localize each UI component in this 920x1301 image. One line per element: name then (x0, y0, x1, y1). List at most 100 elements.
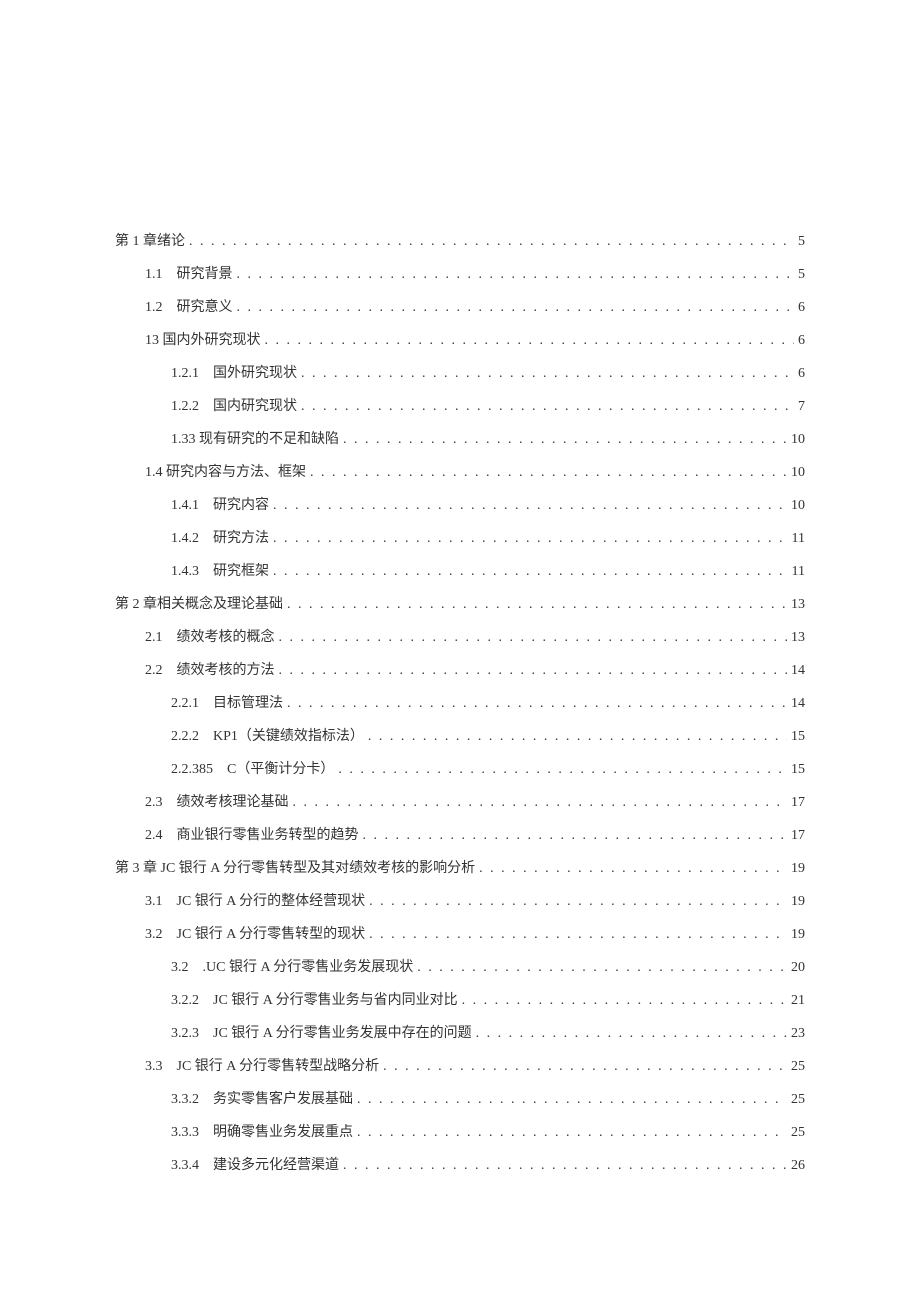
toc-entry: 1.4.1 研究内容. . . . . . . . . . . . . . . … (115, 494, 805, 514)
toc-entry: 3.3.3 明确零售业务发展重点. . . . . . . . . . . . … (115, 1121, 805, 1141)
toc-entry-page: 5 (798, 234, 805, 250)
toc-entry-page: 14 (791, 663, 805, 679)
toc-entry-label: 3.1 JC 银行 A 分行的整体经营现状 (145, 890, 365, 910)
toc-entry-page: 21 (791, 993, 805, 1009)
toc-entry-label: 1.2.2 国内研究现状 (171, 395, 297, 415)
toc-entry-label: 2.2.1 目标管理法 (171, 692, 283, 712)
toc-leader-dots: . . . . . . . . . . . . . . . . . . . . … (189, 234, 794, 250)
toc-entry: 2.3 绩效考核理论基础. . . . . . . . . . . . . . … (115, 791, 805, 811)
toc-entry-page: 15 (791, 729, 805, 745)
toc-entry-page: 11 (792, 531, 805, 547)
toc-leader-dots: . . . . . . . . . . . . . . . . . . . . … (369, 894, 787, 910)
toc-entry: 2.2.1 目标管理法. . . . . . . . . . . . . . .… (115, 692, 805, 712)
toc-entry-label: 2.2 绩效考核的方法 (145, 659, 275, 679)
toc-entry-label: 3.2 JC 银行 A 分行零售转型的现状 (145, 923, 365, 943)
toc-entry: 2.1 绩效考核的概念. . . . . . . . . . . . . . .… (115, 626, 805, 646)
toc-leader-dots: . . . . . . . . . . . . . . . . . . . . … (368, 729, 787, 745)
toc-entry-label: 1.4.3 研究框架 (171, 560, 269, 580)
toc-entry-page: 5 (798, 267, 805, 283)
toc-entry-label: 2.1 绩效考核的概念 (145, 626, 275, 646)
toc-entry-label: 2.2.385 C（平衡计分卡） (171, 758, 334, 778)
toc-entry-label: 1.4.1 研究内容 (171, 494, 269, 514)
toc-entry-page: 25 (791, 1125, 805, 1141)
toc-entry-label: 3.2 .UC 银行 A 分行零售业务发展现状 (171, 956, 413, 976)
toc-entry-page: 6 (798, 366, 805, 382)
toc-entry-page: 14 (791, 696, 805, 712)
toc-entry-page: 13 (791, 630, 805, 646)
toc-leader-dots: . . . . . . . . . . . . . . . . . . . . … (301, 399, 794, 415)
toc-leader-dots: . . . . . . . . . . . . . . . . . . . . … (310, 465, 787, 481)
toc-entry: 3.3 JC 银行 A 分行零售转型战略分析. . . . . . . . . … (115, 1055, 805, 1075)
toc-entry: 1.4 研究内容与方法、框架. . . . . . . . . . . . . … (115, 461, 805, 481)
toc-entry: 第 1 章绪论. . . . . . . . . . . . . . . . .… (115, 230, 805, 250)
toc-entry-page: 17 (791, 795, 805, 811)
toc-entry: 2.4 商业银行零售业务转型的趋势. . . . . . . . . . . .… (115, 824, 805, 844)
toc-entry-label: 2.3 绩效考核理论基础 (145, 791, 289, 811)
toc-leader-dots: . . . . . . . . . . . . . . . . . . . . … (383, 1059, 787, 1075)
toc-entry: 1.4.3 研究框架. . . . . . . . . . . . . . . … (115, 560, 805, 580)
toc-entry: 3.3.2 务实零售客户发展基础. . . . . . . . . . . . … (115, 1088, 805, 1108)
toc-entry-page: 13 (791, 597, 805, 613)
toc-leader-dots: . . . . . . . . . . . . . . . . . . . . … (357, 1092, 787, 1108)
toc-entry: 3.2 .UC 银行 A 分行零售业务发展现状. . . . . . . . .… (115, 956, 805, 976)
toc-entry-label: 3.2.2 JC 银行 A 分行零售业务与省内同业对比 (171, 989, 458, 1009)
toc-entry: 3.2 JC 银行 A 分行零售转型的现状. . . . . . . . . .… (115, 923, 805, 943)
toc-leader-dots: . . . . . . . . . . . . . . . . . . . . … (476, 1026, 787, 1042)
toc-entry: 3.3.4 建设多元化经营渠道. . . . . . . . . . . . .… (115, 1154, 805, 1174)
toc-leader-dots: . . . . . . . . . . . . . . . . . . . . … (462, 993, 787, 1009)
toc-leader-dots: . . . . . . . . . . . . . . . . . . . . … (293, 795, 788, 811)
toc-entry-page: 6 (798, 300, 805, 316)
toc-leader-dots: . . . . . . . . . . . . . . . . . . . . … (287, 696, 787, 712)
toc-entry-label: 1.4.2 研究方法 (171, 527, 269, 547)
toc-entry-page: 19 (791, 861, 805, 877)
toc-entry-page: 10 (791, 498, 805, 514)
toc-entry-page: 11 (792, 564, 805, 580)
toc-entry: 3.2.3 JC 银行 A 分行零售业务发展中存在的问题. . . . . . … (115, 1022, 805, 1042)
toc-entry-label: 3.3.4 建设多元化经营渠道 (171, 1154, 339, 1174)
toc-entry-page: 7 (798, 399, 805, 415)
toc-leader-dots: . . . . . . . . . . . . . . . . . . . . … (369, 927, 787, 943)
toc-entry-label: 1.4 研究内容与方法、框架 (145, 461, 306, 481)
toc-entry: 第 3 章 JC 银行 A 分行零售转型及其对绩效考核的影响分析. . . . … (115, 857, 805, 877)
toc-entry-label: 1.2 研究意义 (145, 296, 233, 316)
toc-leader-dots: . . . . . . . . . . . . . . . . . . . . … (265, 333, 795, 349)
toc-entry-label: 第 2 章相关概念及理论基础 (115, 593, 283, 613)
toc-entry-page: 26 (791, 1158, 805, 1174)
toc-entry: 1.33 现有研究的不足和缺陷. . . . . . . . . . . . .… (115, 428, 805, 448)
toc-entry-page: 25 (791, 1059, 805, 1075)
toc-entry-label: 13 国内外研究现状 (145, 329, 261, 349)
toc-entry-label: 3.2.3 JC 银行 A 分行零售业务发展中存在的问题 (171, 1022, 472, 1042)
toc-entry-label: 3.3 JC 银行 A 分行零售转型战略分析 (145, 1055, 379, 1075)
toc-entry-label: 3.3.2 务实零售客户发展基础 (171, 1088, 353, 1108)
toc-leader-dots: . . . . . . . . . . . . . . . . . . . . … (237, 267, 795, 283)
toc-entry-page: 25 (791, 1092, 805, 1108)
toc-leader-dots: . . . . . . . . . . . . . . . . . . . . … (279, 663, 788, 679)
toc-entry-label: 1.33 现有研究的不足和缺陷 (171, 428, 339, 448)
toc-leader-dots: . . . . . . . . . . . . . . . . . . . . … (273, 564, 788, 580)
toc-entry: 1.2.1 国外研究现状. . . . . . . . . . . . . . … (115, 362, 805, 382)
toc-leader-dots: . . . . . . . . . . . . . . . . . . . . … (279, 630, 788, 646)
toc-entry: 13 国内外研究现状. . . . . . . . . . . . . . . … (115, 329, 805, 349)
toc-entry: 2.2.2 KP1（关键绩效指标法）. . . . . . . . . . . … (115, 725, 805, 745)
toc-entry: 2.2.385 C（平衡计分卡）. . . . . . . . . . . . … (115, 758, 805, 778)
toc-entry: 第 2 章相关概念及理论基础. . . . . . . . . . . . . … (115, 593, 805, 613)
toc-leader-dots: . . . . . . . . . . . . . . . . . . . . … (343, 1158, 787, 1174)
toc-leader-dots: . . . . . . . . . . . . . . . . . . . . … (273, 498, 787, 514)
toc-entry-label: 3.3.3 明确零售业务发展重点 (171, 1121, 353, 1141)
toc-leader-dots: . . . . . . . . . . . . . . . . . . . . … (479, 861, 787, 877)
toc-leader-dots: . . . . . . . . . . . . . . . . . . . . … (363, 828, 788, 844)
toc-entry-page: 10 (791, 465, 805, 481)
toc-entry-page: 17 (791, 828, 805, 844)
toc-entry-page: 19 (791, 927, 805, 943)
toc-entry: 1.2.2 国内研究现状. . . . . . . . . . . . . . … (115, 395, 805, 415)
toc-entry-page: 20 (791, 960, 805, 976)
toc-leader-dots: . . . . . . . . . . . . . . . . . . . . … (343, 432, 787, 448)
toc-entry-label: 第 3 章 JC 银行 A 分行零售转型及其对绩效考核的影响分析 (115, 857, 475, 877)
toc-entry-page: 10 (791, 432, 805, 448)
toc-entry-label: 2.2.2 KP1（关键绩效指标法） (171, 725, 364, 745)
toc-entry-label: 2.4 商业银行零售业务转型的趋势 (145, 824, 359, 844)
toc-leader-dots: . . . . . . . . . . . . . . . . . . . . … (338, 762, 787, 778)
toc-entry-label: 1.2.1 国外研究现状 (171, 362, 297, 382)
toc-entry-page: 6 (798, 333, 805, 349)
toc-leader-dots: . . . . . . . . . . . . . . . . . . . . … (301, 366, 794, 382)
